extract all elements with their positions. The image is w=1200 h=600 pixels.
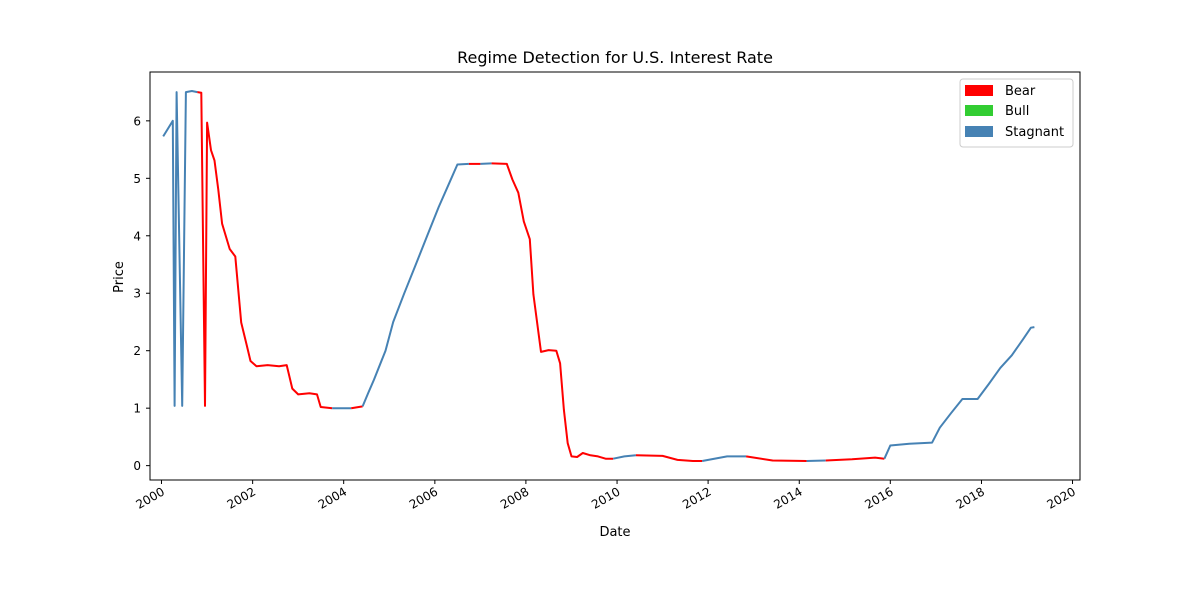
series-line-bear-9 — [635, 454, 703, 462]
series-line-bear-7 — [491, 162, 614, 460]
series-line-bear-13 — [825, 456, 885, 462]
series-line-bear-11 — [745, 455, 807, 462]
x-axis-label: Date — [599, 525, 630, 540]
plot-lines — [162, 90, 1035, 462]
legend-swatch-bear — [965, 85, 993, 96]
legend-swatch-bull — [965, 105, 993, 116]
legend-label-stagnant: Stagnant — [1005, 125, 1064, 140]
series-line-stagnant-4 — [361, 162, 469, 407]
y-axis: 0 1 2 3 4 5 6 — [133, 114, 150, 473]
series-line-stagnant-12 — [806, 459, 826, 462]
series-line-bear-3 — [351, 405, 363, 410]
series-line-bear-1 — [197, 91, 333, 410]
legend-swatch-stagnant — [965, 126, 993, 137]
series-line-stagnant-0 — [162, 90, 198, 407]
legend-label-bull: Bull — [1005, 104, 1029, 119]
series-line-stagnant-14 — [883, 326, 1035, 460]
series-line-stagnant-10 — [702, 455, 747, 462]
plot-frame — [149, 71, 1081, 481]
y-tick-label: 0 — [133, 459, 141, 473]
chart-title: Regime Detection for U.S. Interest Rate — [457, 48, 773, 67]
y-axis-label: Price — [112, 261, 127, 293]
y-tick-label: 3 — [133, 287, 141, 301]
y-tick-label: 4 — [133, 229, 141, 243]
series-line-stagnant-6 — [480, 162, 492, 165]
series-line-stagnant-8 — [612, 454, 636, 460]
y-tick-label: 2 — [133, 344, 141, 358]
y-tick-label: 6 — [133, 114, 141, 128]
y-tick-label: 1 — [133, 402, 141, 416]
legend: Bear Bull Stagnant — [959, 78, 1074, 148]
y-tick-label: 5 — [133, 172, 141, 186]
legend-label-bear: Bear — [1005, 84, 1036, 99]
